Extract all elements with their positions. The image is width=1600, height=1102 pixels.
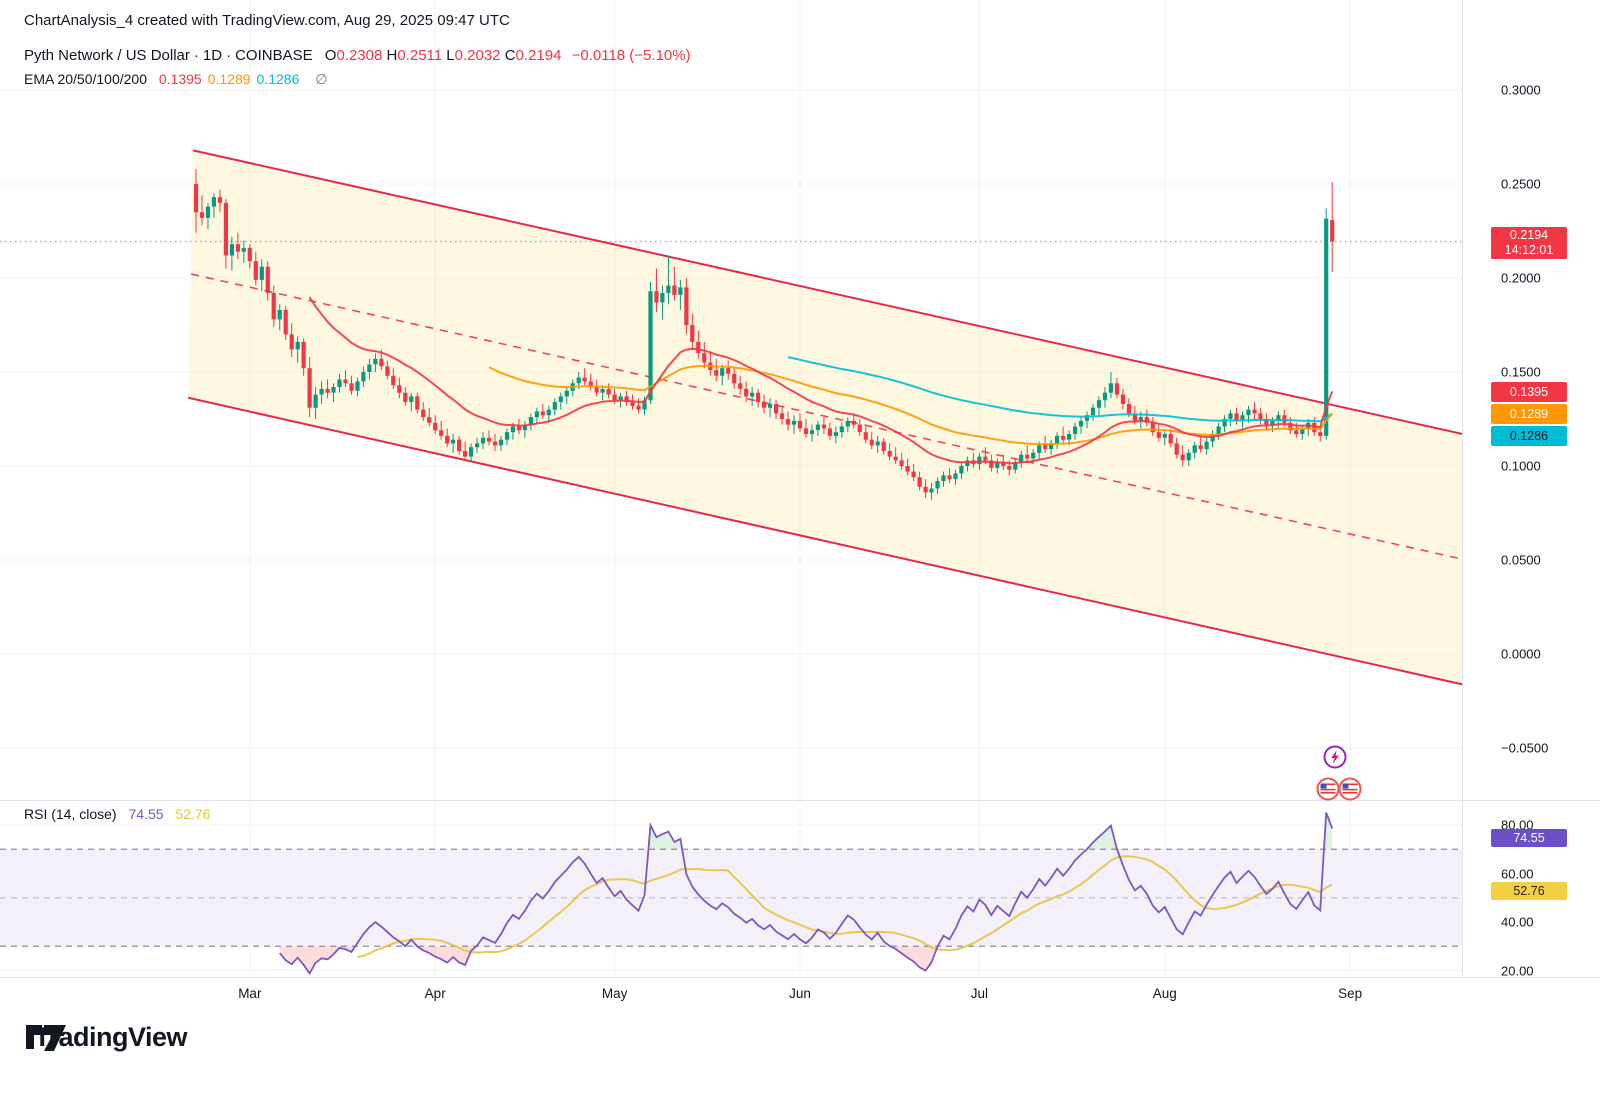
ema-indicator-row[interactable]: EMA 20/50/100/200 0.1395 0.1289 0.1286 ∅ <box>24 71 327 88</box>
ema20-badge: 0.1395 <box>1491 382 1567 402</box>
price-chart-pane[interactable] <box>0 0 1462 800</box>
pane-separator[interactable] <box>0 800 1600 801</box>
ohlc-item: L0.2032 <box>446 47 501 64</box>
ema-label: EMA 20/50/100/200 <box>24 71 147 87</box>
rsi-axis-label: 80.00 <box>1501 817 1534 833</box>
rsi-label: RSI (14, close) <box>24 806 117 822</box>
exchange: COINBASE <box>235 47 313 64</box>
rsi-value: 74.55 <box>128 806 164 822</box>
price-axis-label: 0.1000 <box>1501 458 1541 474</box>
tradingview-logo-mark <box>26 1024 66 1051</box>
rsi-ma-badge: 52.76 <box>1491 882 1567 900</box>
tradingview-logo[interactable]: TradingView <box>24 1022 188 1053</box>
rsi-axis-label: 60.00 <box>1501 866 1534 881</box>
channel-upper-line <box>192 149 1462 435</box>
ema-value: 0.1289 <box>207 71 251 87</box>
bar-countdown: 14:12:01 <box>1504 243 1554 257</box>
rsi-axis-label: 20.00 <box>1501 963 1534 978</box>
last-price: 0.2194 <box>1509 228 1549 242</box>
separator: · <box>226 47 232 64</box>
price-axis-label: −0.0500 <box>1501 740 1549 756</box>
symbol-row[interactable]: Pyth Network / US Dollar · 1D · COINBASE O0.… <box>24 47 691 64</box>
time-axis-label-jul: Jul <box>970 986 989 1001</box>
change-value: −0.0118 (−5.10%) <box>571 47 691 64</box>
time-axis-label-sep: Sep <box>1338 986 1363 1001</box>
ema-value: 0.1395 <box>158 71 202 87</box>
ema50-badge: 0.1289 <box>1491 404 1567 424</box>
time-axis-label-aug: Aug <box>1152 986 1177 1001</box>
rsi-axis-label: 40.00 <box>1501 914 1534 930</box>
interval[interactable]: 1D <box>202 47 223 64</box>
separator: · <box>193 47 199 64</box>
time-axis-label-may: May <box>601 986 628 1001</box>
rsi-ma-value: 52.76 <box>175 806 211 822</box>
time-axis-label-jun: Jun <box>789 986 811 1001</box>
price-axis-label: 0.3000 <box>1501 82 1541 98</box>
last-price-badge: 0.2194 14:12:01 <box>1491 227 1567 259</box>
rsi-indicator-pane[interactable] <box>0 800 1462 977</box>
symbol-name[interactable]: Pyth Network / US Dollar <box>24 47 190 64</box>
time-axis[interactable]: Mar Apr May Jun Jul Aug Sep <box>0 977 1600 1012</box>
ohlc-values: O0.2308 H0.2511 L0.2032 C0.2194 <box>325 47 566 64</box>
rsi-indicator-row[interactable]: RSI (14, close) 74.55 52.76 <box>24 806 210 822</box>
price-axis-label: 0.0500 <box>1501 552 1541 568</box>
rsi-value-badge: 74.55 <box>1491 829 1567 847</box>
channel-lower-line <box>188 396 1462 686</box>
rsi-line <box>279 812 1334 976</box>
trend-channel-fill <box>188 150 1462 685</box>
ema-empty-value: ∅ <box>315 71 328 87</box>
time-axis-label-apr: Apr <box>424 986 446 1001</box>
price-axis[interactable]: 0.3000 0.2500 0.2000 0.1500 0.1000 0.0500 0.00… <box>1462 0 1600 978</box>
price-axis-label: 0.2500 <box>1501 176 1541 192</box>
price-axis-label: 0.1500 <box>1501 364 1541 380</box>
flag-circle-left <box>1316 777 1340 801</box>
ema20-line <box>308 296 1334 465</box>
rsi-ma-line <box>357 855 1333 959</box>
chart-title: ChartAnalysis_4 created with TradingView… <box>24 12 510 29</box>
flag-circle-right <box>1338 777 1362 801</box>
time-axis-label-mar: Mar <box>238 986 262 1001</box>
ohlc-item: O0.2308 <box>324 47 383 64</box>
price-axis-label: 0.2000 <box>1501 270 1541 286</box>
ohlc-item: H0.2511 <box>386 47 443 64</box>
ema100-badge: 0.1286 <box>1491 426 1567 446</box>
ema100-line <box>787 356 1333 423</box>
price-axis-label: 0.0000 <box>1501 646 1541 662</box>
ohlc-item: C0.2194 <box>504 47 562 64</box>
ema-value: 0.1286 <box>256 71 300 87</box>
ema-values: 0.1395 0.1289 0.1286 <box>159 71 305 87</box>
